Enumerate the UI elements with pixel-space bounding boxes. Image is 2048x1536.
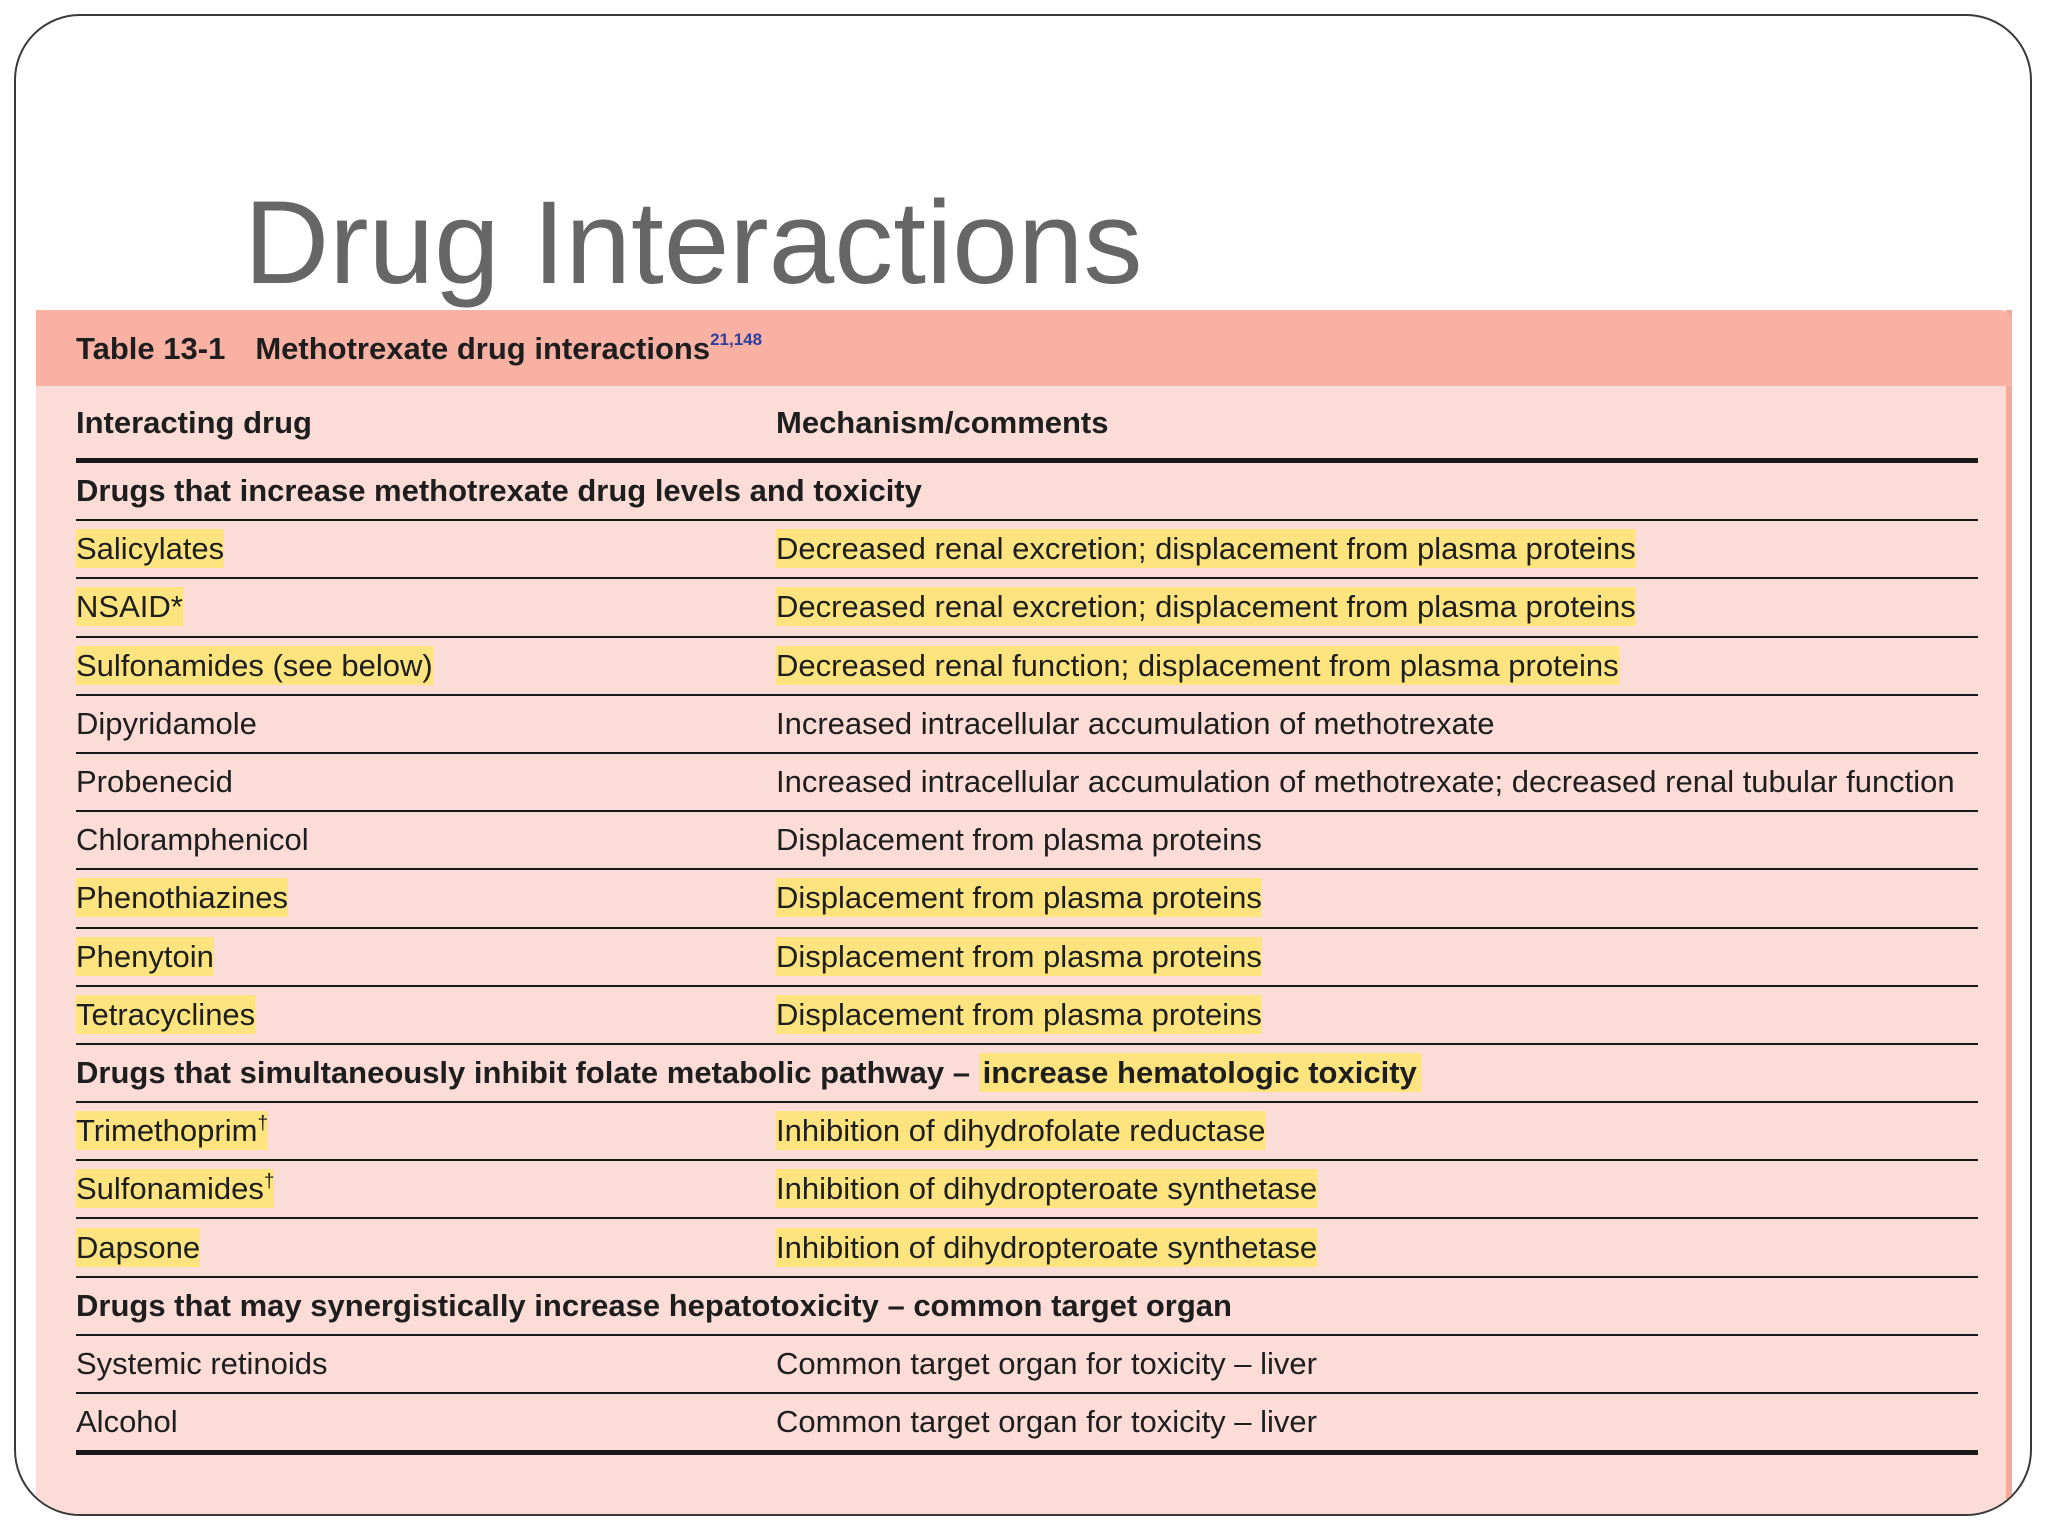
header-mechanism: Mechanism/comments [776, 388, 1978, 463]
table-row: Alcohol Common target organ for toxicity… [76, 1393, 1978, 1456]
drug-name-text: Trimethoprim [76, 1113, 258, 1149]
table-row: Phenytoin Displacement from plasma prote… [76, 927, 1978, 987]
section-row: Drugs that increase methotrexate drug le… [76, 460, 1978, 522]
drug-name: Salicylates [76, 529, 225, 569]
drug-name: Sulfonamides† [76, 1169, 275, 1209]
section-title: Drugs that simultaneously inhibit folate… [76, 1043, 1978, 1104]
mechanism-text: Displacement from plasma proteins [776, 936, 1262, 976]
table-row: Probenecid Increased intracellular accum… [76, 752, 1978, 813]
table-caption-title: Methotrexate drug interactions [255, 331, 711, 366]
section-title-text: Drugs that simultaneously inhibit folate… [76, 1054, 970, 1090]
mechanism-text: Inhibition of dihydrofolate reductase [776, 1111, 1266, 1151]
drug-name: Phenothiazines [76, 878, 288, 918]
mechanism-text: Common target organ for toxicity – liver [776, 1345, 1317, 1381]
table-row: Sulfonamides† Inhibition of dihydroptero… [76, 1160, 1978, 1220]
table-row: Phenothiazines Displacement from plasma … [76, 869, 1978, 929]
mechanism-text: Inhibition of dihydropteroate synthetase [776, 1169, 1318, 1209]
mechanism-text: Common target organ for toxicity – liver [776, 1404, 1317, 1440]
drug-name: Tetracyclines [76, 994, 256, 1034]
drug-name: Systemic retinoids [76, 1345, 328, 1381]
drug-name: Sulfonamides (see below) [76, 645, 433, 685]
drug-name: Dipyridamole [76, 705, 257, 741]
table-row: Tetracyclines Displacement from plasma p… [76, 985, 1978, 1045]
drug-name: Alcohol [76, 1404, 178, 1440]
mechanism-text: Displacement from plasma proteins [776, 878, 1262, 918]
mechanism-text: Displacement from plasma proteins [776, 822, 1262, 858]
table-panel: Table 13-1 Methotrexate drug interactions… [36, 310, 2012, 1514]
table-row: Salicylates Decreased renal excretion; d… [76, 520, 1978, 580]
dagger-mark: † [263, 1171, 275, 1193]
table-row: Systemic retinoids Common target organ f… [76, 1334, 1978, 1395]
mechanism-text: Increased intracellular accumulation of … [776, 705, 1495, 741]
table-caption: Table 13-1 Methotrexate drug interactions… [76, 330, 762, 367]
table-row: NSAID* Decreased renal excretion; displa… [76, 578, 1978, 638]
drug-name: Phenytoin [76, 936, 214, 976]
mechanism-text: Decreased renal excretion; displacement … [776, 529, 1636, 569]
table-row: Dipyridamole Increased intracellular acc… [76, 694, 1978, 754]
interactions-table: Interacting drug Mechanism/comments Drug… [76, 388, 1978, 1456]
mechanism-text: Decreased renal excretion; displacement … [776, 587, 1636, 627]
drug-name: Dapsone [76, 1227, 201, 1267]
slide-title: Drug Interactions [244, 177, 1143, 309]
drug-name: NSAID* [76, 587, 183, 627]
table-caption-refs: 21,148 [710, 330, 763, 349]
section-title-highlight: increase hematologic toxicity [978, 1052, 1421, 1092]
table-row: Dapsone Inhibition of dihydropteroate sy… [76, 1218, 1978, 1278]
section-title: Drugs that increase methotrexate drug le… [76, 460, 1978, 522]
header-interacting-drug: Interacting drug [76, 388, 776, 463]
table-row: Sulfonamides (see below) Decreased renal… [76, 636, 1978, 696]
mechanism-text: Displacement from plasma proteins [776, 994, 1262, 1034]
drug-name: Trimethoprim† [76, 1111, 269, 1151]
table-number: Table 13-1 [76, 331, 226, 366]
mechanism-text: Inhibition of dihydropteroate synthetase [776, 1227, 1318, 1267]
section-row: Drugs that simultaneously inhibit folate… [76, 1043, 1978, 1104]
drug-name-text: Sulfonamides [76, 1171, 264, 1207]
table-header-row: Interacting drug Mechanism/comments [76, 388, 1978, 463]
section-row: Drugs that may synergistically increase … [76, 1276, 1978, 1336]
drug-name: Chloramphenicol [76, 822, 309, 858]
table-row: Trimethoprim† Inhibition of dihydrofolat… [76, 1102, 1978, 1162]
section-title: Drugs that may synergistically increase … [76, 1276, 1978, 1336]
table-caption-bar: Table 13-1 Methotrexate drug interactions… [36, 310, 2012, 386]
dagger-mark: † [257, 1113, 269, 1135]
table-row: Chloramphenicol Displacement from plasma… [76, 811, 1978, 871]
slide-frame: Drug Interactions Table 13-1 Methotrexate… [14, 14, 2032, 1516]
mechanism-text: Increased intracellular accumulation of … [776, 764, 1955, 800]
mechanism-text: Decreased renal function; displacement f… [776, 645, 1619, 685]
drug-name: Probenecid [76, 764, 233, 800]
